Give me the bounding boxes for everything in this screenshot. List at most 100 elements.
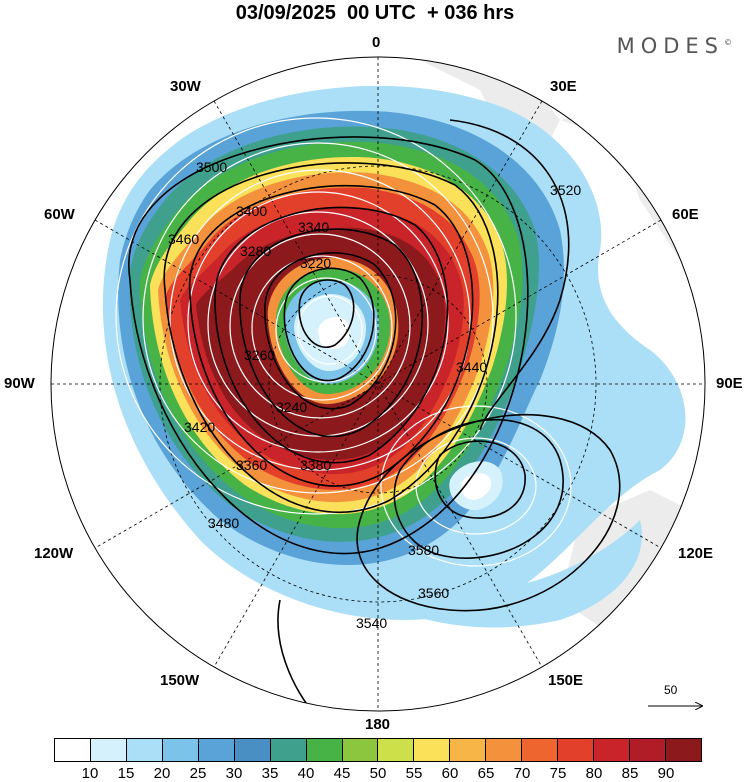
colorbar-swatch	[594, 739, 630, 761]
contour-label: 3400	[236, 203, 267, 219]
contour-label: 3440	[456, 359, 487, 375]
colorbar-swatch	[522, 739, 559, 761]
colorbar-tick-label: 35	[261, 765, 279, 782]
colorbar-swatch	[270, 739, 307, 761]
contour-3240	[283, 267, 375, 382]
colorbar-tick-label: 65	[477, 765, 495, 782]
brand-logo: MODES©	[617, 34, 732, 58]
contour-3300	[239, 228, 423, 438]
colorbar-tick-label: 20	[153, 765, 171, 782]
contour-label: 3460	[168, 231, 199, 247]
map-boundary	[50, 56, 706, 712]
colorbar-tick-label: 30	[225, 765, 243, 782]
meridian-label-150w: 150W	[160, 672, 200, 689]
colorbar-swatch	[162, 739, 199, 761]
streamlines	[89, 117, 572, 681]
colorbar-swatch	[306, 739, 343, 761]
meridian-label-150e: 150E	[548, 672, 584, 689]
contour-label: 3340	[298, 219, 329, 235]
meridian-label-90w: 90W	[4, 375, 35, 392]
meridian-60w-120e	[94, 219, 662, 549]
streamline-1	[169, 169, 471, 471]
contour-label: 3540	[356, 615, 387, 631]
colorbar-swatch	[90, 739, 127, 761]
colorbar-tick-label: 10	[81, 765, 99, 782]
colorbar-swatch	[414, 739, 451, 761]
contour-3500	[128, 136, 529, 555]
colorbar-tick-label: 45	[333, 765, 351, 782]
meridian-label-60e: 60E	[672, 206, 699, 223]
colorbar-tick-label: 25	[189, 765, 207, 782]
contour-label: 3240	[276, 399, 307, 415]
colorbar-swatch	[126, 739, 163, 761]
meridian-30e-150w	[213, 100, 543, 668]
contour-label: 3520	[550, 182, 581, 198]
colorbar-tick-label: 75	[549, 765, 567, 782]
colorbar-tick-label: 55	[405, 765, 423, 782]
meridian-label-120e: 120E	[678, 545, 714, 562]
colorbar-swatch	[55, 739, 91, 761]
contour-label: 3260	[244, 347, 275, 363]
contour-3520-east	[449, 119, 570, 431]
contour-label: 3220	[300, 255, 331, 271]
contour-3520-south	[277, 599, 321, 711]
colorbar-tick-label: 85	[621, 765, 639, 782]
meridian-label-0: 0	[372, 34, 381, 51]
colorbar-swatch	[665, 739, 701, 761]
colorbar-tick-label: 15	[117, 765, 135, 782]
height-contours	[128, 119, 621, 711]
contour-3220	[298, 279, 355, 348]
meridian-label-120w: 120W	[34, 545, 74, 562]
streamline-2	[187, 191, 449, 453]
streamline-12	[119, 559, 461, 671]
contour-label-group: 3220 3240 3260 3280 3340 3360 3380 3400 …	[168, 159, 581, 631]
contour-3260	[264, 252, 397, 410]
colorbar-tick-label: 40	[297, 765, 315, 782]
contour-label: 3420	[184, 419, 215, 435]
colorbar-tick-label: 50	[369, 765, 387, 782]
colorbar-swatch	[378, 739, 415, 761]
meridian-label-60w: 60W	[44, 206, 75, 223]
colorbar-tick-label: 60	[441, 765, 459, 782]
map-title: 03/09/2025 00 UTC + 036 hrs	[235, 2, 515, 24]
streamline-6	[275, 277, 377, 383]
streamline-3	[207, 211, 429, 437]
colorbar-tick-label: 90	[657, 765, 675, 782]
streamline-5	[251, 255, 393, 401]
reference-vector-label: 50	[664, 683, 678, 697]
colorbar-swatch	[234, 739, 271, 761]
streamline-10	[415, 437, 537, 535]
contour-label: 3500	[196, 159, 227, 175]
contour-label: 3480	[208, 515, 239, 531]
contour-label: 3380	[300, 457, 331, 473]
meridian-30w-150e	[213, 100, 543, 668]
contour-3460	[163, 162, 499, 513]
colorbar-swatch	[342, 739, 379, 761]
contour-label: 3280	[240, 243, 271, 259]
streamline-9	[115, 117, 517, 515]
meridian-label-90e: 90E	[716, 375, 743, 392]
meridian-label-30w: 30W	[170, 78, 201, 95]
contour-3540	[356, 413, 621, 612]
brand-mark: ©	[724, 38, 732, 47]
streamline-11	[380, 405, 572, 567]
colorbar-tick-label: 70	[513, 765, 531, 782]
contour-3420	[189, 184, 474, 487]
colorbar-swatch	[198, 739, 235, 761]
meridian-label-180: 180	[365, 716, 391, 733]
colorbar-swatch	[450, 739, 487, 761]
contour-label: 3580	[408, 542, 439, 558]
colorbar	[54, 738, 702, 762]
contour-label: 3560	[418, 585, 449, 601]
streamline-4	[229, 233, 411, 419]
streamline-8	[142, 142, 494, 494]
streamline-13	[89, 499, 401, 681]
brand-text: MODES	[616, 34, 724, 58]
streamline-7	[297, 295, 363, 365]
colorbar-swatch	[630, 739, 666, 761]
contour-3580	[434, 440, 526, 519]
contour-3360	[214, 206, 449, 464]
colorbar-swatch	[558, 739, 595, 761]
colorbar-swatch	[486, 739, 523, 761]
